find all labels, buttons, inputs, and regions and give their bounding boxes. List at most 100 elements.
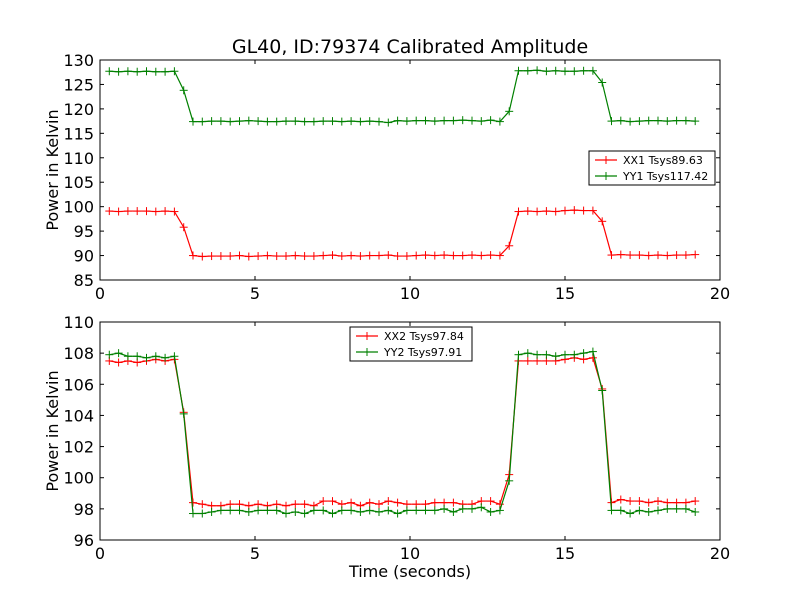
data-point [533,207,542,216]
data-point [161,353,170,362]
data-point [337,117,346,126]
figure-title: GL40, ID:79374 Calibrated Amplitude [232,36,588,58]
data-point [272,117,281,126]
data-point [337,252,346,261]
data-point [579,66,588,75]
legend-box [349,326,473,362]
data-point [570,350,579,359]
data-point [449,498,458,507]
data-point [486,116,495,125]
data-point [663,504,672,513]
data-point [402,252,411,261]
y-tick-label: 120 [63,100,94,119]
data-point [616,250,625,259]
x-axis-label: Time (seconds) [348,562,471,581]
data-point [123,207,132,216]
y-axis-label: Power in Kelvin [43,109,62,230]
series-2 [105,347,700,518]
data-point [412,251,421,260]
data-point [263,117,272,126]
data-point [337,506,346,515]
data-point [691,507,700,516]
y-tick-label: 85 [74,271,94,290]
legend-entry: XX2 Tsys97.84 [384,330,464,343]
data-point [616,116,625,125]
data-point [626,497,635,506]
data-point [672,504,681,513]
data-point [375,117,383,126]
data-point [440,116,449,125]
data-point [133,207,142,216]
data-point [421,251,430,260]
data-point [328,251,337,260]
data-point [142,207,151,216]
data-point [170,67,179,76]
data-point [123,67,132,76]
data-point [551,207,560,216]
data-point [300,509,309,518]
data-point [449,251,458,260]
legend-box [588,150,716,186]
data-point [300,117,309,126]
data-point [486,497,495,506]
x-tick-label: 5 [250,284,260,303]
data-point [523,356,532,365]
data-point [523,349,532,358]
data-point [347,117,356,126]
data-point [235,506,244,515]
data-point [291,507,300,516]
data-point [533,350,542,359]
data-point [468,251,476,260]
data-point [551,352,560,361]
data-point [514,207,523,216]
data-point [356,507,365,516]
data-point [691,497,700,506]
data-point [654,116,662,125]
data-point [235,117,244,126]
data-point [189,509,197,518]
data-point [588,206,597,215]
legend-entry: YY2 Tsys97.91 [383,346,462,359]
data-point [477,117,486,126]
y-tick-label: 102 [63,438,94,457]
data-point [635,506,644,515]
data-point [170,207,179,216]
y-tick-label: 95 [74,222,94,241]
data-point [523,207,532,216]
data-point [561,67,569,76]
data-point [654,497,662,506]
data-point [495,506,504,515]
data-point [198,509,207,518]
data-point [244,507,253,516]
data-point [598,78,607,87]
data-point [198,117,207,126]
data-point [365,117,374,126]
top-plot: 0 5 10 15 20 85 90 95 100 105 110 115 120 125 130 Power… [43,51,730,303]
data-point [319,251,328,260]
data-point [495,117,504,126]
data-point [328,497,337,506]
data-point [300,252,309,261]
data-point [282,501,290,510]
data-point [291,500,300,509]
data-point [114,358,123,367]
data-point [189,498,197,507]
data-point [681,504,690,513]
data-point [384,506,393,515]
y-tick-label: 108 [63,344,94,363]
data-point [198,500,207,509]
data-point [300,500,309,509]
y-tick-label: 110 [63,313,94,332]
data-point [616,506,625,515]
data-point [309,252,318,261]
data-point [226,506,235,515]
x-tick-label: 0 [95,284,105,303]
x-tick-label: 15 [555,544,575,563]
y-tick-label: 130 [63,51,94,70]
y-tick-label: 110 [63,149,94,168]
data-point [542,67,551,76]
legend: XX2 Tsys97.84 YY2 Tsys97.91 [349,326,473,362]
data-point [505,241,514,250]
data-point [123,352,132,361]
legend: XX1 Tsys89.63 YY1 Tsys117.42 [588,150,716,186]
